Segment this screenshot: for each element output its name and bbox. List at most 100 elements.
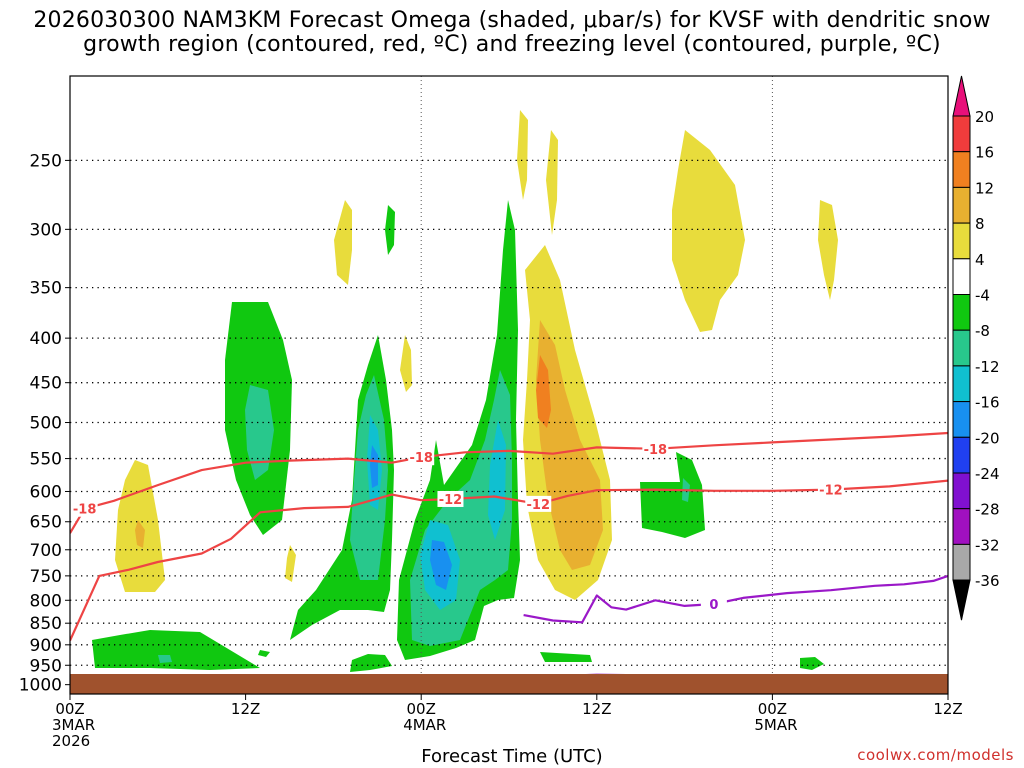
contour-line [523, 574, 948, 624]
omega-negative-region [430, 540, 452, 590]
colorbar-bin [952, 508, 971, 545]
contour-label-bg [71, 500, 98, 517]
contour-label: 0 [709, 598, 718, 613]
contour-label: -12 [819, 484, 843, 499]
x-tick-label: 00Z [758, 700, 787, 718]
colorbar-label: -8 [975, 322, 990, 340]
y-tick-label: 400 [30, 329, 62, 349]
y-tick-label: 800 [30, 591, 62, 611]
contour-label-bg [817, 481, 844, 498]
omega-shading [92, 110, 838, 672]
chart-title-line2: growth region (contoured, red, ºC) and f… [83, 32, 941, 57]
omega-negative-region [92, 630, 260, 670]
colorbar-label: 8 [975, 215, 985, 233]
omega-negative-region [350, 654, 392, 672]
x-tick-label: 00Z [407, 700, 436, 718]
contour-label: -12 [527, 498, 551, 513]
ground-strip [70, 674, 948, 694]
omega-positive-region [517, 110, 528, 200]
colorbar-bin [952, 543, 971, 581]
colorbar-bottom-arrow [952, 579, 971, 621]
colorbar-label: -32 [975, 536, 1000, 554]
colorbar-label: -12 [975, 358, 1000, 376]
colorbar-bin [952, 186, 971, 224]
colorbar-top-arrow [952, 75, 971, 117]
contours: -18 -18 -18 -12 -12 -12 0 [70, 431, 948, 686]
plot-frame [69, 75, 949, 695]
contour-line [70, 431, 948, 534]
colorbar-bin [952, 115, 971, 153]
y-tick-label: 500 [30, 414, 62, 434]
colorbar-bin [952, 365, 971, 403]
omega-positive-region [536, 320, 603, 570]
omega-negative-region [488, 420, 506, 540]
y-tick-label: 700 [30, 541, 62, 561]
y-tick-label: 600 [30, 482, 62, 502]
omega-positive-region [672, 130, 745, 332]
y-tick-label: 850 [30, 614, 62, 634]
colorbar-label: -24 [975, 465, 1000, 483]
contour-label-bg [642, 440, 669, 457]
y-tick-label: 950 [30, 656, 62, 676]
colorbar-bin [952, 401, 971, 438]
omega-positive-region [334, 200, 352, 285]
omega-negative-region [540, 652, 592, 662]
y-axis: 2503003504004505005506006507007508008509… [19, 151, 70, 696]
colorbar-label: -28 [975, 501, 1000, 519]
y-tick-label: 250 [30, 151, 62, 171]
omega-negative-region [800, 657, 824, 670]
contour-label: -18 [73, 503, 97, 518]
colorbar-bin [952, 258, 971, 295]
omega-negative-region [640, 452, 705, 538]
x-tick-label: 00Z [55, 700, 84, 718]
x-tick-label: 3MAR [52, 716, 95, 734]
omega-negative-region [385, 205, 395, 255]
contour-label: -12 [439, 493, 463, 508]
colorbar-bin [952, 472, 971, 510]
contour-label-bg [700, 596, 727, 613]
y-tick-label: 900 [30, 636, 62, 656]
x-tick-label: 12Z [582, 700, 611, 718]
colorbar-label: 12 [975, 179, 994, 197]
colorbar-bin [952, 294, 971, 331]
x-axis-title: Forecast Time (UTC) [421, 746, 603, 767]
omega-positive-region [400, 335, 412, 392]
contour-label: -18 [644, 443, 668, 458]
omega-positive-region [546, 130, 558, 235]
colorbar-label: 4 [975, 251, 985, 269]
omega-positive-region [135, 520, 145, 548]
colorbar-bin [952, 329, 971, 367]
colorbar-bin [952, 436, 971, 474]
colorbar-label: -16 [975, 394, 1000, 412]
colorbar-label: 20 [975, 108, 994, 126]
contour-label: -18 [409, 451, 433, 466]
colorbar-label: -20 [975, 429, 1000, 447]
contour-label-bg [437, 490, 464, 507]
x-tick-label: 5MAR [754, 716, 797, 734]
y-tick-label: 650 [30, 513, 62, 533]
y-tick-label: 350 [30, 279, 62, 299]
contour-label-bg [408, 449, 435, 466]
y-tick-label: 550 [30, 450, 62, 470]
y-tick-label: 750 [30, 567, 62, 587]
omega-negative-region [158, 655, 172, 663]
x-tick-label: 2026 [52, 732, 90, 750]
omega-positive-region [818, 200, 838, 300]
contour-line [70, 479, 948, 642]
x-tick-label: 12Z [933, 700, 962, 718]
credit-text: coolwx.com/models [857, 746, 1014, 764]
contour-label-bg [525, 495, 552, 512]
colorbar-label: -4 [975, 287, 990, 305]
chart-title-line1: 2026030300 NAM3KM Forecast Omega (shaded… [33, 8, 991, 33]
colorbar-label: 16 [975, 144, 994, 162]
omega-negative-region [258, 650, 270, 657]
omega-positive-region [285, 545, 296, 582]
y-tick-label: 450 [30, 374, 62, 394]
omega-negative-region [370, 445, 378, 488]
x-tick-label: 4MAR [403, 716, 446, 734]
omega-positive-region [536, 355, 551, 428]
colorbar-bin [952, 222, 971, 260]
colorbar-bin [952, 151, 971, 188]
